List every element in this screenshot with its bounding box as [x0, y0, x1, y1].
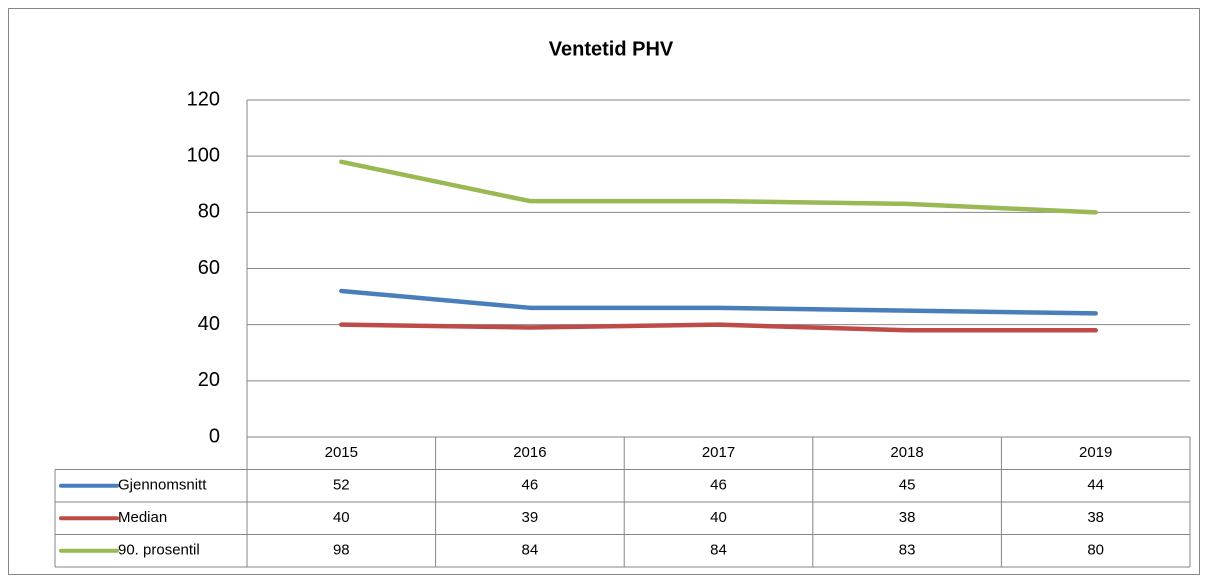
- table-value: 84: [710, 542, 727, 559]
- table-value: 38: [1087, 509, 1104, 526]
- x-tick-label: 2017: [702, 444, 735, 461]
- x-tick-label: 2019: [1079, 444, 1112, 461]
- table-value: 84: [522, 542, 539, 559]
- y-tick-label: 40: [198, 313, 220, 335]
- table-value: 44: [1087, 477, 1104, 494]
- table-value: 83: [899, 542, 916, 559]
- table-value: 40: [333, 509, 350, 526]
- legend-label: 90. prosentil: [118, 542, 200, 559]
- table-value: 46: [710, 477, 727, 494]
- x-tick-label: 2018: [890, 444, 923, 461]
- chart-title: Ventetid PHV: [549, 38, 674, 60]
- y-tick-label: 120: [187, 88, 220, 110]
- x-tick-label: 2015: [325, 444, 358, 461]
- y-tick-label: 0: [209, 425, 220, 447]
- x-tick-label: 2016: [513, 444, 546, 461]
- legend-label: Median: [118, 509, 167, 526]
- series-line: [339, 288, 1098, 316]
- table-value: 38: [899, 509, 916, 526]
- y-tick-label: 80: [198, 201, 220, 223]
- table-value: 98: [333, 542, 350, 559]
- y-tick-label: 20: [198, 369, 220, 391]
- table-value: 45: [899, 477, 916, 494]
- table-value: 80: [1087, 542, 1104, 559]
- y-tick-label: 60: [198, 257, 220, 279]
- table-value: 40: [710, 509, 727, 526]
- series-line: [339, 322, 1098, 333]
- table-value: 39: [522, 509, 539, 526]
- series-line: [339, 159, 1098, 215]
- table-value: 52: [333, 477, 350, 494]
- legend-label: Gjennomsnitt: [118, 477, 207, 494]
- table-value: 46: [522, 477, 539, 494]
- y-tick-label: 100: [187, 144, 220, 166]
